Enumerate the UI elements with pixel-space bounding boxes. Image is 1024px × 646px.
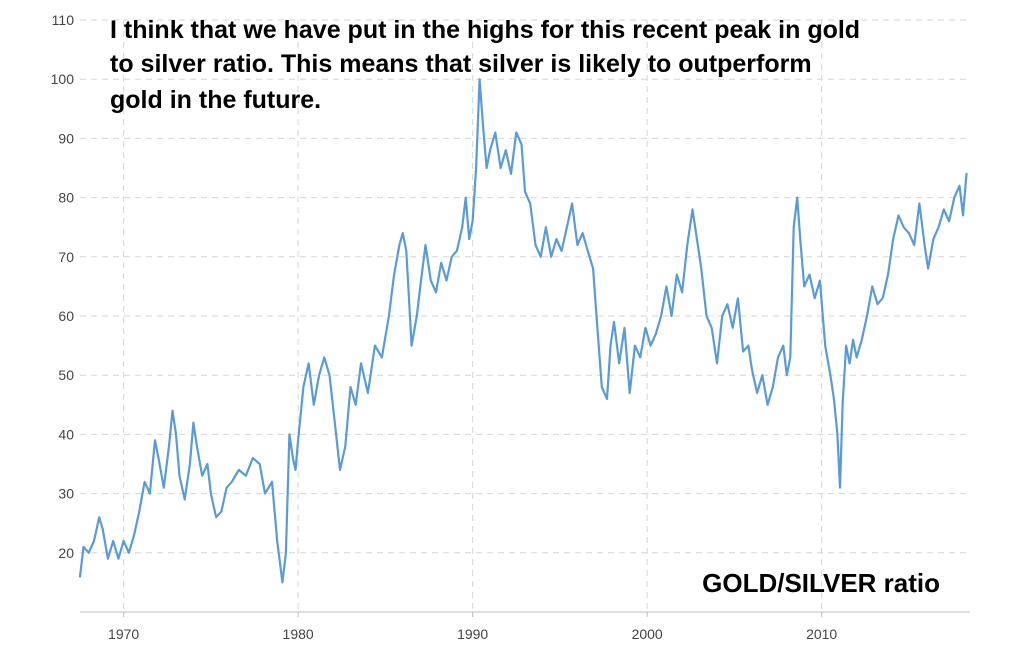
y-tick-label-30: 30	[58, 486, 74, 502]
x-tick-label-2010: 2010	[806, 626, 837, 642]
x-tick-label-1980: 1980	[283, 626, 314, 642]
grid-lines	[80, 19, 970, 612]
y-tick-label-90: 90	[58, 130, 74, 146]
y-tick-label-40: 40	[58, 426, 74, 442]
y-tick-label-100: 100	[51, 71, 75, 87]
annotation-line-2: to silver ratio. This means that silver …	[110, 50, 812, 78]
y-tick-labels: 20 30 40 50 60 70 80 90 100 110	[51, 12, 75, 561]
annotation-text: I think that we have put in the highs fo…	[110, 16, 860, 114]
y-tick-label-50: 50	[58, 367, 74, 383]
y-tick-label-60: 60	[58, 308, 74, 324]
axes	[80, 611, 970, 617]
x-tick-labels: 1970 1980 1990 2000 2010	[108, 626, 837, 642]
x-tick-label-1970: 1970	[108, 626, 139, 642]
x-tick-label-1990: 1990	[457, 626, 488, 642]
chart-title: GOLD/SILVER ratio	[702, 568, 940, 598]
y-tick-label-70: 70	[58, 249, 74, 265]
x-tick-label-2000: 2000	[632, 626, 663, 642]
annotation-line-3: gold in the future.	[110, 86, 321, 114]
series-layer	[78, 78, 968, 584]
y-tick-label-20: 20	[58, 545, 74, 561]
y-tick-label-110: 110	[52, 12, 75, 28]
series-line-0	[78, 78, 968, 584]
annotation-line-1: I think that we have put in the highs fo…	[110, 16, 860, 44]
y-tick-label-80: 80	[58, 190, 74, 206]
